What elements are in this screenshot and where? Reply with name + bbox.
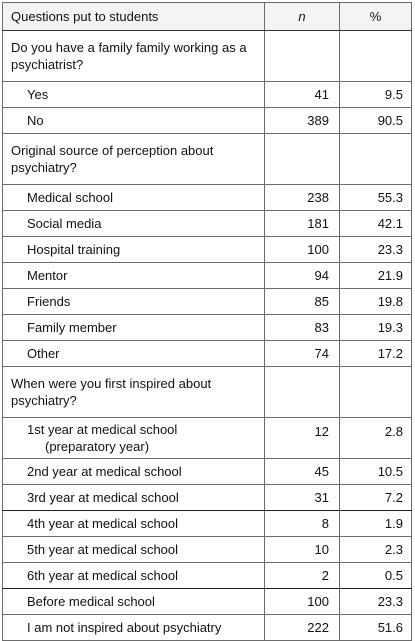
row-n: 100 xyxy=(264,236,340,263)
row-label-line1: 1st year at medical school xyxy=(27,422,178,437)
empty-cell xyxy=(264,133,340,185)
row-percent: 51.6 xyxy=(339,614,412,641)
table-row: 6th year at medical school 2 0.5 xyxy=(2,562,412,589)
section-title: Do you have a family family working as a… xyxy=(2,30,265,82)
row-label: Family member xyxy=(2,314,265,341)
empty-cell xyxy=(339,30,412,82)
table-row: Yes 41 9.5 xyxy=(2,81,412,108)
row-percent: 19.8 xyxy=(339,288,412,315)
row-n: 2 xyxy=(264,562,340,589)
table-row: 1st year at medical school (preparatory … xyxy=(2,417,412,459)
row-label: 6th year at medical school xyxy=(2,562,265,589)
row-n: 10 xyxy=(264,536,340,563)
empty-cell xyxy=(339,133,412,185)
row-n: 8 xyxy=(264,510,340,537)
row-percent: 17.2 xyxy=(339,340,412,367)
table-row: 3rd year at medical school 31 7.2 xyxy=(2,484,412,511)
row-label: Social media xyxy=(2,210,265,237)
row-percent: 23.3 xyxy=(339,588,412,615)
section-row-family-psychiatrist: Do you have a family family working as a… xyxy=(2,30,412,82)
row-percent: 9.5 xyxy=(339,81,412,108)
table-row: Friends 85 19.8 xyxy=(2,288,412,315)
row-n: 12 xyxy=(264,417,340,459)
row-label: 2nd year at medical school xyxy=(2,458,265,485)
header-row: Questions put to students n % xyxy=(2,2,412,31)
row-n: 41 xyxy=(264,81,340,108)
table-row: 5th year at medical school 10 2.3 xyxy=(2,536,412,563)
table-row: Family member 83 19.3 xyxy=(2,314,412,341)
table-row: Hospital training 100 23.3 xyxy=(2,236,412,263)
row-label: 1st year at medical school (preparatory … xyxy=(2,417,265,459)
row-label: 5th year at medical school xyxy=(2,536,265,563)
row-n: 238 xyxy=(264,184,340,211)
table-row: Other 74 17.2 xyxy=(2,340,412,367)
table-row: No 389 90.5 xyxy=(2,107,412,134)
row-percent: 55.3 xyxy=(339,184,412,211)
row-percent: 10.5 xyxy=(339,458,412,485)
row-label: Friends xyxy=(2,288,265,315)
empty-cell xyxy=(339,366,412,418)
row-label: Before medical school xyxy=(2,588,265,615)
row-label: Hospital training xyxy=(2,236,265,263)
table-row: I am not inspired about psychiatry 222 5… xyxy=(2,614,412,641)
row-label: Other xyxy=(2,340,265,367)
header-question: Questions put to students xyxy=(2,2,265,31)
table-row: Before medical school 100 23.3 xyxy=(2,588,412,615)
row-percent: 1.9 xyxy=(339,510,412,537)
empty-cell xyxy=(264,366,340,418)
row-n: 83 xyxy=(264,314,340,341)
empty-cell xyxy=(264,30,340,82)
row-label: No xyxy=(2,107,265,134)
row-n: 222 xyxy=(264,614,340,641)
header-n: n xyxy=(264,2,340,31)
row-n: 100 xyxy=(264,588,340,615)
row-percent: 2.8 xyxy=(339,417,412,459)
row-percent: 2.3 xyxy=(339,536,412,563)
table-row: 4th year at medical school 8 1.9 xyxy=(2,510,412,537)
header-percent: % xyxy=(339,2,412,31)
row-percent: 19.3 xyxy=(339,314,412,341)
row-label: 3rd year at medical school xyxy=(2,484,265,511)
row-n: 181 xyxy=(264,210,340,237)
table-row: Mentor 94 21.9 xyxy=(2,262,412,289)
row-percent: 21.9 xyxy=(339,262,412,289)
table-row: 2nd year at medical school 45 10.5 xyxy=(2,458,412,485)
row-label: I am not inspired about psychiatry xyxy=(2,614,265,641)
section-title: Original source of perception about psyc… xyxy=(2,133,265,185)
row-label-line2: (preparatory year) xyxy=(45,439,150,454)
table-row: Medical school 238 55.3 xyxy=(2,184,412,211)
row-label: Yes xyxy=(2,81,265,108)
row-percent: 42.1 xyxy=(339,210,412,237)
row-n: 74 xyxy=(264,340,340,367)
row-percent: 7.2 xyxy=(339,484,412,511)
row-percent: 0.5 xyxy=(339,562,412,589)
row-label: Medical school xyxy=(2,184,265,211)
section-row-source-of-perception: Original source of perception about psyc… xyxy=(2,133,412,185)
row-percent: 23.3 xyxy=(339,236,412,263)
section-title: When were you first inspired about psych… xyxy=(2,366,265,418)
row-n: 45 xyxy=(264,458,340,485)
section-row-first-inspired: When were you first inspired about psych… xyxy=(2,366,412,418)
table-row: Social media 181 42.1 xyxy=(2,210,412,237)
row-label: 4th year at medical school xyxy=(2,510,265,537)
row-n: 94 xyxy=(264,262,340,289)
row-percent: 90.5 xyxy=(339,107,412,134)
row-n: 31 xyxy=(264,484,340,511)
row-label: Mentor xyxy=(2,262,265,289)
row-n: 389 xyxy=(264,107,340,134)
row-n: 85 xyxy=(264,288,340,315)
